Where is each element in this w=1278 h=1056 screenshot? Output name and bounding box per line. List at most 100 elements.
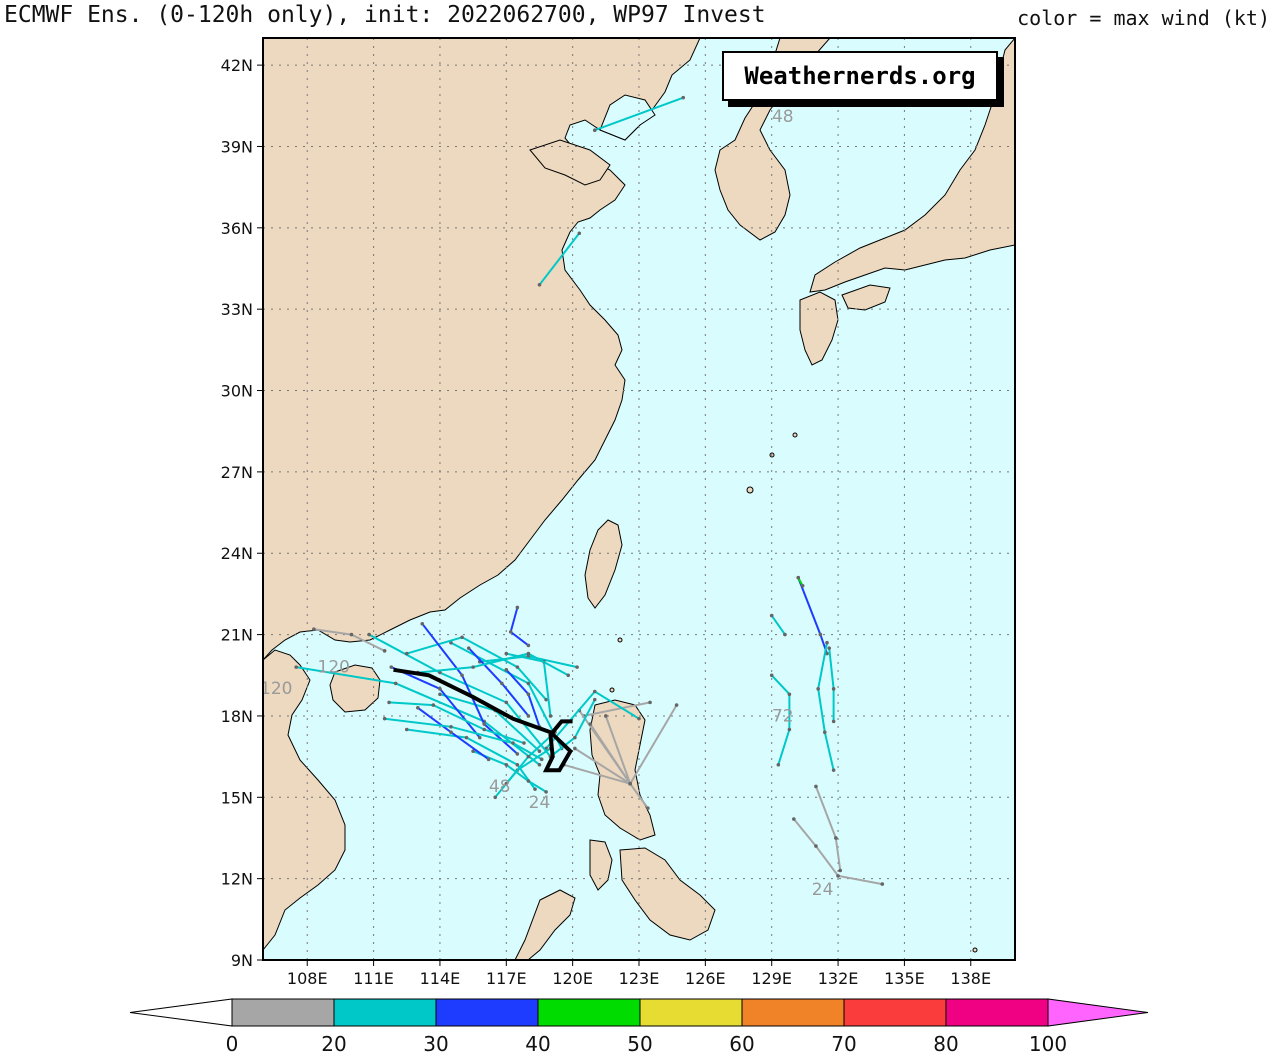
track-point	[648, 700, 652, 705]
color-legend-note: color = max wind (kt)	[1017, 6, 1270, 30]
track-point	[438, 692, 442, 697]
lat-tick-label: 24N	[221, 544, 253, 563]
track-point	[493, 795, 498, 800]
track-point	[294, 665, 298, 669]
land-mindoro-palawan	[514, 889, 576, 960]
latitude-labels: 9N 12N 15N 18N 21N 24N 27N 30N 33N 36N 39N 42N	[221, 56, 263, 970]
track-point	[818, 632, 823, 637]
track-point	[500, 681, 504, 686]
track-point	[814, 844, 818, 848]
track-point	[787, 727, 792, 732]
track-point	[504, 700, 509, 705]
track-point	[526, 779, 531, 783]
colorbar-tick-label: 50	[627, 1032, 652, 1056]
colorbar-segment	[333, 998, 437, 1027]
track-point	[526, 651, 531, 656]
track-point	[628, 781, 632, 786]
track-point	[776, 762, 781, 767]
track-point	[533, 787, 537, 791]
forecast-hour-labels: 48 120 120 72 48 24 24	[260, 107, 833, 900]
track-point	[588, 722, 593, 726]
track-point	[416, 706, 420, 710]
colorbar-segment	[843, 998, 947, 1027]
track-point	[592, 697, 597, 702]
colorbar-tick-label: 70	[831, 1032, 856, 1056]
lat-tick-label: 12N	[221, 870, 253, 889]
colorbar-segment	[945, 998, 1049, 1027]
track-point	[515, 762, 520, 767]
colorbar-segment	[537, 998, 641, 1027]
track-point	[825, 640, 829, 645]
track-point	[504, 668, 509, 672]
colorbar-segment	[435, 998, 539, 1027]
track-point	[566, 673, 571, 678]
lon-tick-label: 132E	[818, 969, 859, 988]
forecast-hour-label: 72	[772, 706, 794, 726]
forecast-hour-label: 24	[529, 793, 551, 813]
forecast-hour-label: 120	[318, 658, 350, 678]
lon-tick-label: 111E	[353, 969, 394, 988]
colorbar-segment	[741, 998, 845, 1027]
lat-tick-label: 15N	[221, 788, 253, 807]
colorbar-tick-label: 30	[423, 1032, 448, 1056]
track-point	[526, 692, 531, 697]
colorbar-over-arrow	[1047, 998, 1149, 1027]
track-point	[816, 687, 820, 691]
track-point	[504, 781, 509, 786]
forecast-hour-label: 120	[260, 679, 292, 699]
track-point	[449, 724, 453, 729]
lat-tick-label: 30N	[221, 382, 253, 401]
track-point	[800, 583, 805, 588]
track-point	[504, 651, 509, 656]
wind-colorbar: 0 20 30 40 50 60 70 80 100	[129, 998, 1149, 1056]
lat-tick-label: 27N	[221, 463, 253, 482]
track-point	[792, 817, 796, 821]
track-point	[834, 836, 838, 840]
track-point	[880, 882, 885, 886]
colorbar-tick-label: 20	[321, 1032, 346, 1056]
track-point	[349, 632, 354, 637]
ensemble-member-track	[793, 818, 883, 886]
track-point	[482, 722, 486, 726]
track-point	[526, 714, 531, 718]
ensemble-member-track	[594, 96, 684, 132]
track-point	[449, 730, 453, 735]
lon-tick-label: 108E	[287, 969, 328, 988]
track-point	[438, 687, 442, 691]
ensemble-member-track	[417, 652, 569, 677]
track-point	[526, 754, 531, 759]
track-point	[464, 735, 469, 740]
track-point	[515, 665, 520, 669]
track-point	[522, 741, 526, 745]
track-point	[831, 687, 836, 691]
track-point	[831, 719, 836, 724]
track-point	[769, 673, 774, 678]
longitude-labels: 108E 111E 114E 117E 120E 123E 126E 129E 132E 135E…	[287, 960, 991, 988]
track-point	[674, 703, 679, 707]
lat-tick-label: 18N	[221, 707, 253, 726]
graticule	[263, 38, 1015, 960]
track-point	[646, 806, 650, 810]
track-point	[838, 868, 843, 873]
track-point	[575, 665, 579, 669]
lat-tick-label: 9N	[231, 951, 253, 970]
lon-tick-label: 138E	[950, 969, 991, 988]
track-point	[831, 768, 836, 772]
chart-title: ECMWF Ens. (0-120h only), init: 20220627…	[4, 2, 766, 28]
colorbar-segment	[639, 998, 743, 1027]
track-point	[836, 874, 840, 878]
track-point	[515, 752, 520, 756]
track-point	[477, 735, 482, 740]
track-point	[544, 697, 548, 702]
forecast-hour-label: 48	[772, 107, 794, 127]
track-point	[537, 749, 542, 753]
track-point	[548, 714, 553, 718]
ensemble-member-track	[583, 701, 651, 717]
track-point	[526, 643, 531, 648]
ensemble-member-track	[538, 232, 581, 286]
track-point	[504, 762, 509, 767]
colorbar-tick-label: 0	[226, 1032, 239, 1056]
ensemble-member-track	[817, 642, 835, 771]
track-point	[814, 784, 818, 789]
